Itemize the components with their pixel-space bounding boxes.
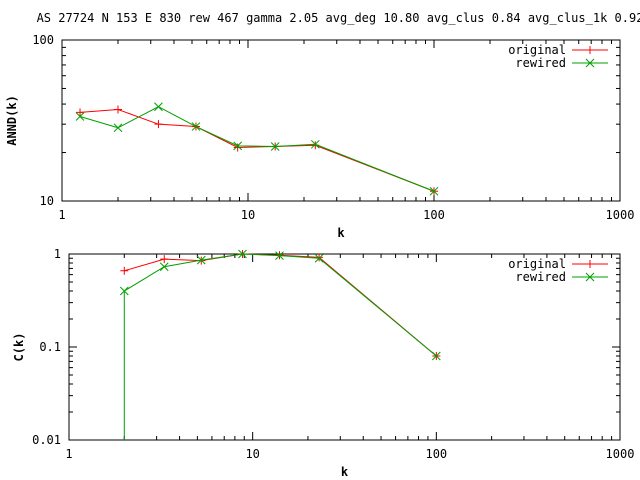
original-data-point xyxy=(113,105,122,114)
rewired-data-point xyxy=(154,102,163,112)
legend-marker-original xyxy=(586,260,594,268)
rewired-data-point xyxy=(314,253,324,263)
legend-label-rewired: rewired xyxy=(515,56,566,70)
y-axis-label: ANND(k) xyxy=(5,95,19,146)
x-tick-label: 1 xyxy=(58,208,65,222)
rewired-series-line xyxy=(79,106,435,192)
x-tick-label: 1000 xyxy=(606,208,635,222)
x-tick-label: 10 xyxy=(245,447,259,461)
y-tick-label: 1 xyxy=(54,247,61,261)
original-data-point xyxy=(154,120,163,129)
legend-marker-rewired xyxy=(585,58,595,68)
rewired-data-point xyxy=(275,251,284,261)
rewired-data-point xyxy=(159,262,169,272)
rewired-data-point xyxy=(113,123,123,133)
rewired-data-point xyxy=(270,142,280,151)
y-tick-label: 0.01 xyxy=(32,433,61,447)
original-data-point xyxy=(120,266,129,275)
y-tick-label: 0.1 xyxy=(39,340,61,354)
legend-label-rewired: rewired xyxy=(515,270,566,284)
rewired-data-point xyxy=(310,139,320,149)
original-data-point xyxy=(76,108,85,117)
annd-plot-frame xyxy=(61,39,621,202)
x-axis-label: k xyxy=(341,465,349,479)
x-tick-label: 100 xyxy=(423,208,445,222)
x-tick-label: 1 xyxy=(65,447,72,461)
chart-title: AS 27724 N 153 E 830 rew 467 gamma 2.05 … xyxy=(37,11,640,25)
original-series-line xyxy=(79,109,435,192)
y-tick-label: 10 xyxy=(40,194,54,208)
y-tick-label: 100 xyxy=(32,33,54,47)
original-data-point xyxy=(160,255,169,264)
legend-marker-rewired xyxy=(585,272,595,282)
rewired-data-point xyxy=(191,122,201,131)
rewired-series-line xyxy=(123,253,437,440)
x-tick-label: 1000 xyxy=(606,447,635,461)
legend-marker-original xyxy=(586,46,594,54)
x-axis-label: k xyxy=(337,226,345,240)
rewired-data-point xyxy=(75,112,85,121)
rewired-data-point xyxy=(119,286,129,296)
original-data-point xyxy=(315,253,324,262)
rewired-data-point xyxy=(431,351,441,361)
x-tick-label: 100 xyxy=(425,447,447,461)
rewired-data-point xyxy=(233,141,243,151)
rewired-data-point xyxy=(429,186,439,196)
rewired-data-point xyxy=(196,255,206,265)
original-series-line xyxy=(124,253,437,357)
x-tick-label: 10 xyxy=(241,208,255,222)
y-axis-label: C(k) xyxy=(12,333,26,362)
rewired-data-point xyxy=(238,249,247,259)
original-data-point xyxy=(233,143,242,152)
legend-label-original: original xyxy=(508,43,566,57)
legend-label-original: original xyxy=(508,257,566,271)
